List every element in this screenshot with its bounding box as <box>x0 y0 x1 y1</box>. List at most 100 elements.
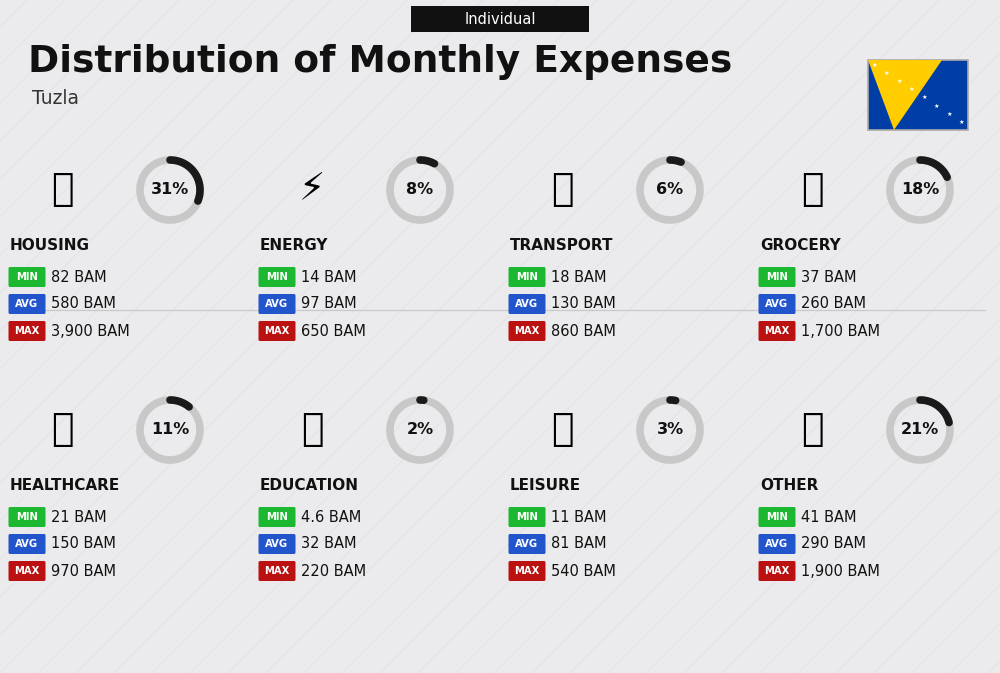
Text: 18 BAM: 18 BAM <box>551 269 606 285</box>
Text: 🎓: 🎓 <box>301 412 323 448</box>
Text: 31%: 31% <box>151 182 189 197</box>
Text: ★: ★ <box>934 104 939 108</box>
FancyBboxPatch shape <box>8 321 46 341</box>
Text: 18%: 18% <box>901 182 939 197</box>
Text: AVG: AVG <box>765 299 789 309</box>
Text: 580 BAM: 580 BAM <box>51 297 116 312</box>
Text: 🏢: 🏢 <box>51 172 73 208</box>
Text: Individual: Individual <box>464 11 536 26</box>
FancyBboxPatch shape <box>759 507 796 527</box>
FancyBboxPatch shape <box>759 321 796 341</box>
Text: MAX: MAX <box>764 326 790 336</box>
Text: 37 BAM: 37 BAM <box>801 269 856 285</box>
Text: MIN: MIN <box>516 272 538 282</box>
FancyBboxPatch shape <box>509 534 546 554</box>
Text: 260 BAM: 260 BAM <box>801 297 866 312</box>
Text: OTHER: OTHER <box>760 478 818 493</box>
Text: AVG: AVG <box>515 539 539 549</box>
Text: 21%: 21% <box>901 423 939 437</box>
Text: 14 BAM: 14 BAM <box>301 269 356 285</box>
Text: ★: ★ <box>884 71 889 75</box>
Text: ★: ★ <box>896 79 902 84</box>
Text: 8%: 8% <box>406 182 434 197</box>
Text: TRANSPORT: TRANSPORT <box>510 238 614 252</box>
Polygon shape <box>868 60 942 130</box>
Text: MIN: MIN <box>16 272 38 282</box>
Text: 💰: 💰 <box>801 412 823 448</box>
FancyBboxPatch shape <box>868 60 968 130</box>
Text: 650 BAM: 650 BAM <box>301 324 366 339</box>
Text: LEISURE: LEISURE <box>510 478 581 493</box>
FancyBboxPatch shape <box>759 267 796 287</box>
Text: 970 BAM: 970 BAM <box>51 563 116 579</box>
FancyBboxPatch shape <box>258 534 296 554</box>
FancyBboxPatch shape <box>258 321 296 341</box>
Text: AVG: AVG <box>265 539 289 549</box>
Text: 11%: 11% <box>151 423 189 437</box>
Text: 21 BAM: 21 BAM <box>51 509 107 524</box>
Text: MAX: MAX <box>764 566 790 576</box>
Text: MAX: MAX <box>14 566 40 576</box>
FancyBboxPatch shape <box>509 561 546 581</box>
Text: 82 BAM: 82 BAM <box>51 269 107 285</box>
Text: 41 BAM: 41 BAM <box>801 509 856 524</box>
Text: Tuzla: Tuzla <box>32 89 79 108</box>
Text: 🚌: 🚌 <box>551 172 573 208</box>
Text: MAX: MAX <box>264 566 290 576</box>
Text: MAX: MAX <box>514 566 540 576</box>
Text: 130 BAM: 130 BAM <box>551 297 616 312</box>
Text: ★: ★ <box>946 112 952 116</box>
FancyBboxPatch shape <box>258 294 296 314</box>
Text: ★: ★ <box>871 63 877 67</box>
Text: MAX: MAX <box>264 326 290 336</box>
FancyBboxPatch shape <box>8 534 46 554</box>
Text: 6%: 6% <box>656 182 684 197</box>
Text: 32 BAM: 32 BAM <box>301 536 356 551</box>
Text: 290 BAM: 290 BAM <box>801 536 866 551</box>
Text: MAX: MAX <box>514 326 540 336</box>
Text: ⚡: ⚡ <box>299 172 325 208</box>
Text: AVG: AVG <box>515 299 539 309</box>
Text: HEALTHCARE: HEALTHCARE <box>10 478 120 493</box>
Text: Distribution of Monthly Expenses: Distribution of Monthly Expenses <box>28 44 732 80</box>
Text: AVG: AVG <box>15 539 39 549</box>
Text: 220 BAM: 220 BAM <box>301 563 366 579</box>
Text: AVG: AVG <box>15 299 39 309</box>
FancyBboxPatch shape <box>258 507 296 527</box>
Text: ENERGY: ENERGY <box>260 238 328 252</box>
FancyBboxPatch shape <box>759 561 796 581</box>
Text: AVG: AVG <box>765 539 789 549</box>
FancyBboxPatch shape <box>759 294 796 314</box>
FancyBboxPatch shape <box>8 561 46 581</box>
FancyBboxPatch shape <box>509 267 546 287</box>
Text: 4.6 BAM: 4.6 BAM <box>301 509 361 524</box>
FancyBboxPatch shape <box>8 294 46 314</box>
FancyBboxPatch shape <box>8 267 46 287</box>
Text: MIN: MIN <box>766 512 788 522</box>
Text: ★: ★ <box>909 87 914 92</box>
Text: 81 BAM: 81 BAM <box>551 536 606 551</box>
Text: 2%: 2% <box>406 423 434 437</box>
FancyBboxPatch shape <box>411 6 589 32</box>
Text: MIN: MIN <box>16 512 38 522</box>
Text: 150 BAM: 150 BAM <box>51 536 116 551</box>
Text: ★: ★ <box>921 96 927 100</box>
Text: 💓: 💓 <box>51 412 73 448</box>
Text: MIN: MIN <box>266 512 288 522</box>
Text: 1,700 BAM: 1,700 BAM <box>801 324 880 339</box>
FancyBboxPatch shape <box>8 507 46 527</box>
Text: GROCERY: GROCERY <box>760 238 841 252</box>
Text: MIN: MIN <box>266 272 288 282</box>
Text: MIN: MIN <box>516 512 538 522</box>
Text: EDUCATION: EDUCATION <box>260 478 359 493</box>
Text: 860 BAM: 860 BAM <box>551 324 616 339</box>
Text: 540 BAM: 540 BAM <box>551 563 616 579</box>
Text: 1,900 BAM: 1,900 BAM <box>801 563 880 579</box>
Text: 🛍: 🛍 <box>551 412 573 448</box>
Text: 11 BAM: 11 BAM <box>551 509 606 524</box>
FancyBboxPatch shape <box>509 294 546 314</box>
Text: MAX: MAX <box>14 326 40 336</box>
Text: 3,900 BAM: 3,900 BAM <box>51 324 130 339</box>
Text: HOUSING: HOUSING <box>10 238 90 252</box>
FancyBboxPatch shape <box>258 561 296 581</box>
